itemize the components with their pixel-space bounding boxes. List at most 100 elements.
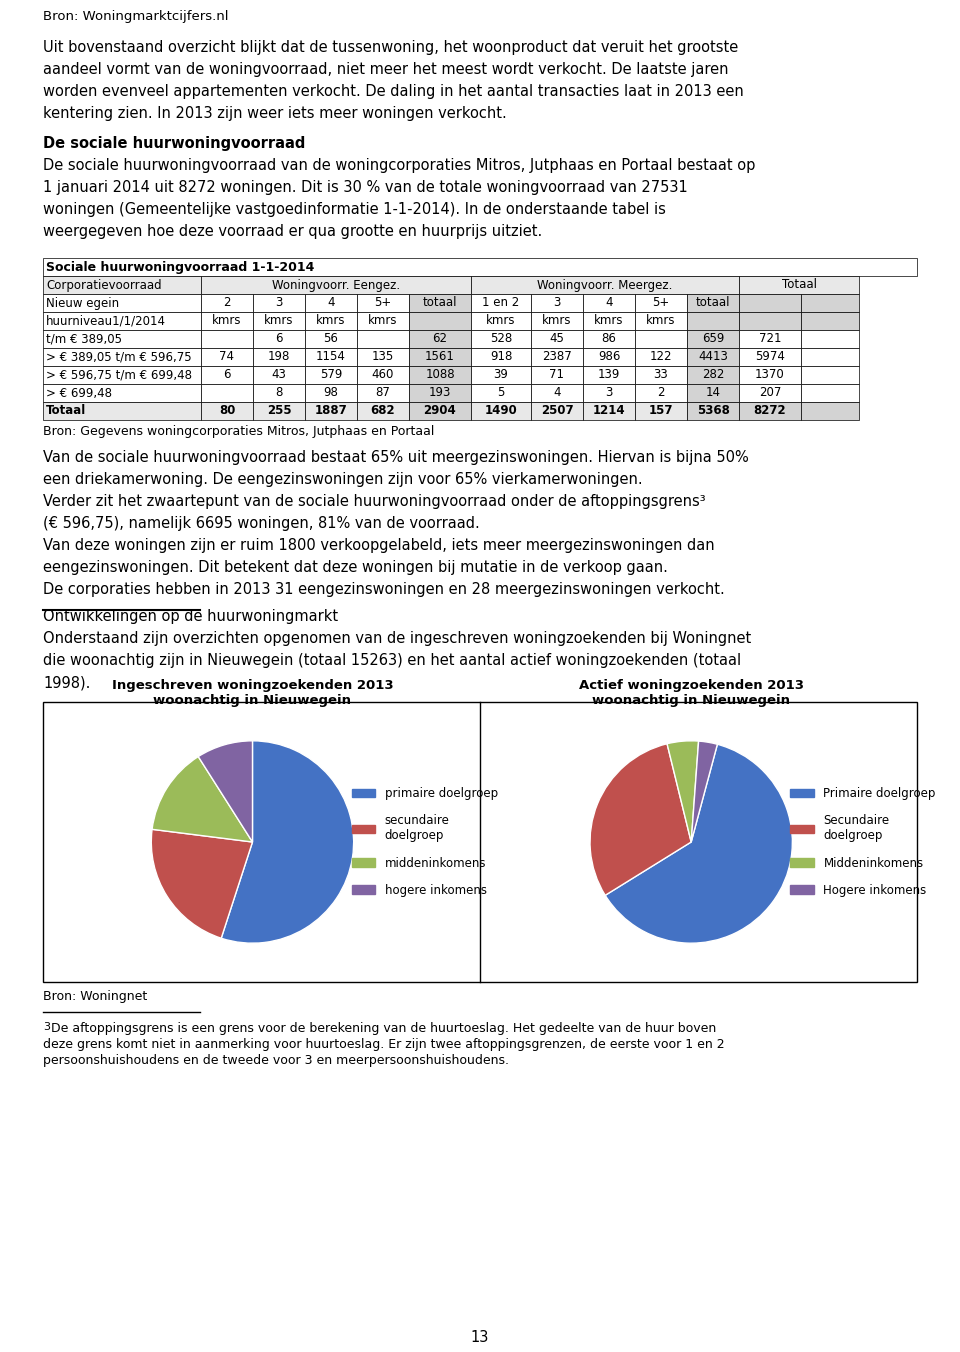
Text: 5+: 5+ <box>374 296 392 310</box>
Title: Actief woningzoekenden 2013
woonachtig in Nieuwegein: Actief woningzoekenden 2013 woonachtig i… <box>579 680 804 707</box>
Bar <box>739 402 801 420</box>
Text: 198: 198 <box>268 350 290 364</box>
Text: woningen (Gemeentelijke vastgoedinformatie 1-1-2014). In de onderstaande tabel i: woningen (Gemeentelijke vastgoedinformat… <box>43 201 666 218</box>
Text: 2: 2 <box>224 296 230 310</box>
Text: 721: 721 <box>758 333 781 346</box>
Text: Van deze woningen zijn er ruim 1800 verkoopgelabeld, iets meer meergezinswoninge: Van deze woningen zijn er ruim 1800 verk… <box>43 538 714 553</box>
Text: 71: 71 <box>549 369 564 381</box>
Text: 4: 4 <box>605 296 612 310</box>
Text: 62: 62 <box>433 333 447 346</box>
Bar <box>801 293 859 312</box>
Bar <box>357 312 409 330</box>
Text: 659: 659 <box>702 333 724 346</box>
Bar <box>739 312 801 330</box>
Bar <box>43 384 201 402</box>
Text: De aftoppingsgrens is een grens voor de berekening van de huurtoeslag. Het gedee: De aftoppingsgrens is een grens voor de … <box>43 1022 716 1036</box>
Bar <box>409 366 471 384</box>
Bar <box>253 312 305 330</box>
Bar <box>409 402 471 420</box>
Text: De sociale huurwoningvoorraad: De sociale huurwoningvoorraad <box>43 137 305 151</box>
Text: 8272: 8272 <box>754 404 786 418</box>
Bar <box>305 402 357 420</box>
Bar <box>201 293 253 312</box>
Bar <box>43 347 201 366</box>
Text: 80: 80 <box>219 404 235 418</box>
Bar <box>43 258 917 276</box>
Bar <box>305 366 357 384</box>
Text: 3: 3 <box>553 296 561 310</box>
Text: 13: 13 <box>470 1330 490 1345</box>
Bar <box>471 384 531 402</box>
Text: 528: 528 <box>490 333 512 346</box>
Text: 2507: 2507 <box>540 404 573 418</box>
Text: die woonachtig zijn in Nieuwegein (totaal 15263) en het aantal actief woningzoek: die woonachtig zijn in Nieuwegein (totaa… <box>43 653 741 668</box>
Text: 6: 6 <box>276 333 283 346</box>
Text: Sociale huurwoningvoorraad 1-1-2014: Sociale huurwoningvoorraad 1-1-2014 <box>46 261 314 273</box>
Bar <box>801 347 859 366</box>
Bar <box>305 347 357 366</box>
Bar <box>531 312 583 330</box>
Text: kmrs: kmrs <box>264 315 294 327</box>
Bar <box>739 330 801 347</box>
Bar <box>531 293 583 312</box>
Bar <box>583 384 635 402</box>
Text: Bron: Woningmarktcijfers.nl: Bron: Woningmarktcijfers.nl <box>43 9 228 23</box>
Text: Van de sociale huurwoningvoorraad bestaat 65% uit meergezinswoningen. Hiervan is: Van de sociale huurwoningvoorraad bestaa… <box>43 450 749 465</box>
Bar <box>635 347 687 366</box>
Bar <box>687 347 739 366</box>
Bar <box>471 347 531 366</box>
Text: 1 januari 2014 uit 8272 woningen. Dit is 30 % van de totale woningvoorraad van 2: 1 januari 2014 uit 8272 woningen. Dit is… <box>43 180 687 195</box>
Bar <box>409 384 471 402</box>
Wedge shape <box>199 741 252 842</box>
Bar <box>357 347 409 366</box>
Wedge shape <box>590 744 691 895</box>
Text: 1887: 1887 <box>315 404 348 418</box>
Text: 4413: 4413 <box>698 350 728 364</box>
Bar <box>801 366 859 384</box>
Text: 207: 207 <box>758 387 781 399</box>
Text: Onderstaand zijn overzichten opgenomen van de ingeschreven woningzoekenden bij W: Onderstaand zijn overzichten opgenomen v… <box>43 631 752 646</box>
Bar <box>583 312 635 330</box>
Text: Verder zit het zwaartepunt van de sociale huurwoningvoorraad onder de aftoppings: Verder zit het zwaartepunt van de social… <box>43 493 706 508</box>
Text: 2387: 2387 <box>542 350 572 364</box>
Bar <box>687 402 739 420</box>
Text: 87: 87 <box>375 387 391 399</box>
Text: > € 699,48: > € 699,48 <box>46 387 112 399</box>
Bar <box>531 384 583 402</box>
Bar <box>635 293 687 312</box>
Bar <box>687 330 739 347</box>
Text: 43: 43 <box>272 369 286 381</box>
Bar <box>531 402 583 420</box>
Bar <box>43 312 201 330</box>
Bar <box>357 384 409 402</box>
Bar <box>201 384 253 402</box>
Wedge shape <box>605 744 792 944</box>
Text: aandeel vormt van de woningvoorraad, niet meer het meest wordt verkocht. De laat: aandeel vormt van de woningvoorraad, nie… <box>43 62 729 77</box>
Bar <box>201 366 253 384</box>
Text: 5974: 5974 <box>756 350 785 364</box>
Wedge shape <box>667 741 699 842</box>
Bar <box>305 312 357 330</box>
Bar <box>409 293 471 312</box>
Bar <box>635 384 687 402</box>
Text: worden evenveel appartementen verkocht. De daling in het aantal transacties laat: worden evenveel appartementen verkocht. … <box>43 84 744 99</box>
Bar <box>409 330 471 347</box>
Text: 1561: 1561 <box>425 350 455 364</box>
Text: De corporaties hebben in 2013 31 eengezinswoningen en 28 meergezinswoningen verk: De corporaties hebben in 2013 31 eengezi… <box>43 581 725 598</box>
Bar <box>687 384 739 402</box>
Text: 282: 282 <box>702 369 724 381</box>
Text: t/m € 389,05: t/m € 389,05 <box>46 333 122 346</box>
Bar <box>201 347 253 366</box>
Text: 86: 86 <box>602 333 616 346</box>
Text: 56: 56 <box>324 333 339 346</box>
Text: 74: 74 <box>220 350 234 364</box>
Text: kmrs: kmrs <box>316 315 346 327</box>
Bar <box>201 312 253 330</box>
Bar <box>357 366 409 384</box>
Bar <box>471 276 739 293</box>
Text: 2: 2 <box>658 387 664 399</box>
Bar <box>305 293 357 312</box>
Legend: Primaire doelgroep, Secundaire
doelgroep, Middeninkomens, Hogere inkomens: Primaire doelgroep, Secundaire doelgroep… <box>785 783 941 902</box>
Bar <box>201 330 253 347</box>
Text: 1370: 1370 <box>756 369 785 381</box>
